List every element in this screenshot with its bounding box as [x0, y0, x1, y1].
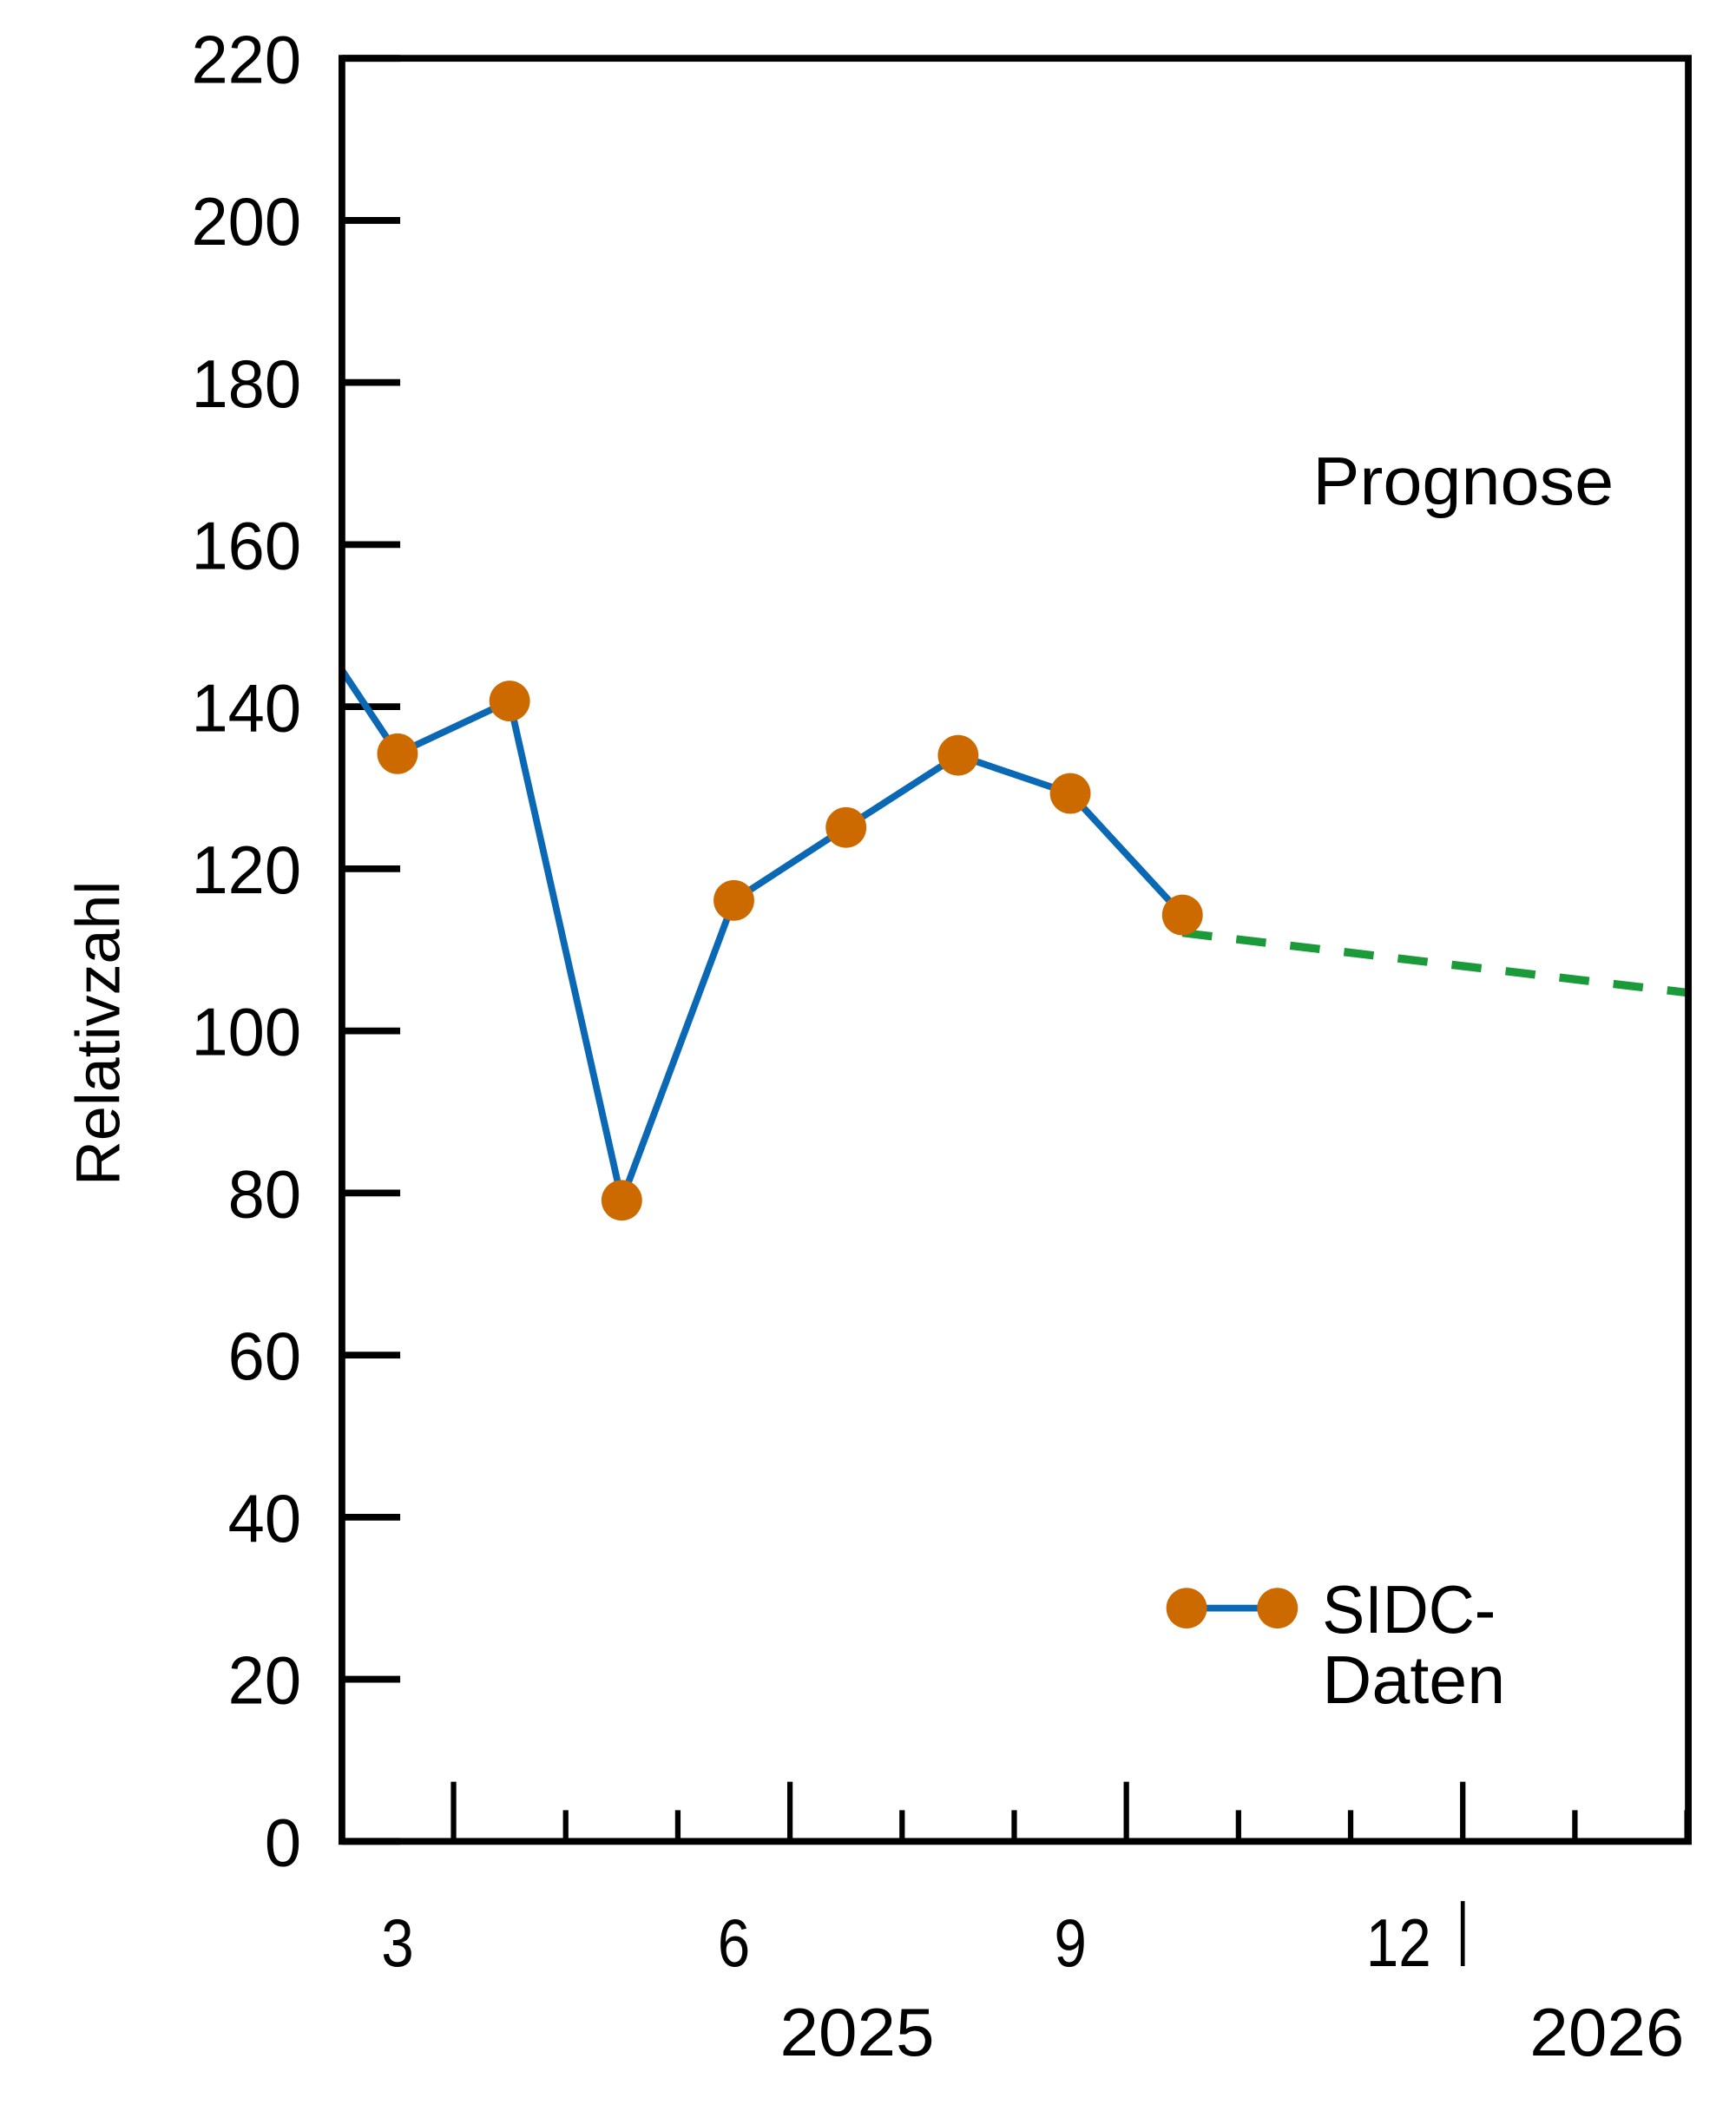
plot-frame	[339, 55, 1692, 1845]
y-tick-label: 200	[192, 183, 302, 260]
y-tick-label: 140	[192, 669, 302, 746]
legend-marker	[1166, 1588, 1207, 1629]
x-axis: 3 6 9 12 2025 2026	[381, 1781, 1690, 2070]
year-label-2025: 2025	[779, 1994, 934, 2070]
forecast-line	[1181, 928, 1689, 997]
legend-label-line2: Daten	[1322, 1641, 1505, 1718]
y-tick-label: 180	[192, 345, 302, 422]
y-tick-label: 20	[228, 1642, 301, 1719]
legend-marker	[1257, 1588, 1299, 1629]
x-tick-label: 6	[718, 1904, 750, 1981]
series-layer	[341, 663, 1689, 1221]
y-tick-label: 220	[192, 21, 302, 97]
y-tick-label: 80	[228, 1155, 301, 1232]
y-tick-label: 120	[192, 832, 302, 908]
data-point-2025-08	[937, 734, 979, 776]
y-axis-label: Relativzahl	[64, 881, 134, 1186]
y-tick-label: 160	[192, 508, 302, 584]
data-point-2025-06	[713, 879, 754, 921]
y-tick-label: 40	[228, 1480, 301, 1556]
x-tick-label: 9	[1054, 1904, 1086, 1981]
data-point-2025-04	[489, 681, 530, 722]
legend-label-line1: SIDC-	[1322, 1571, 1496, 1648]
y-tick-label: 60	[228, 1318, 301, 1394]
y-axis: 0 20 40 60 80 100 120 140 160 180 200 220	[192, 21, 401, 1880]
x-tick-label: 3	[381, 1904, 413, 1981]
forecast-label: Prognose	[1312, 443, 1614, 519]
data-point-2025-09	[1049, 773, 1091, 814]
year-label-2026: 2026	[1529, 1994, 1684, 2070]
data-point-2025-07	[825, 806, 867, 848]
x-tick-label: 12	[1366, 1904, 1431, 1981]
y-tick-label: 0	[265, 1804, 301, 1880]
y-tick-label: 100	[192, 994, 302, 1070]
data-point-2025-10	[1161, 894, 1203, 936]
data-point-2025-05	[601, 1180, 642, 1221]
data-point-2025-03	[377, 733, 418, 774]
legend: SIDC- Daten	[1166, 1571, 1505, 1718]
